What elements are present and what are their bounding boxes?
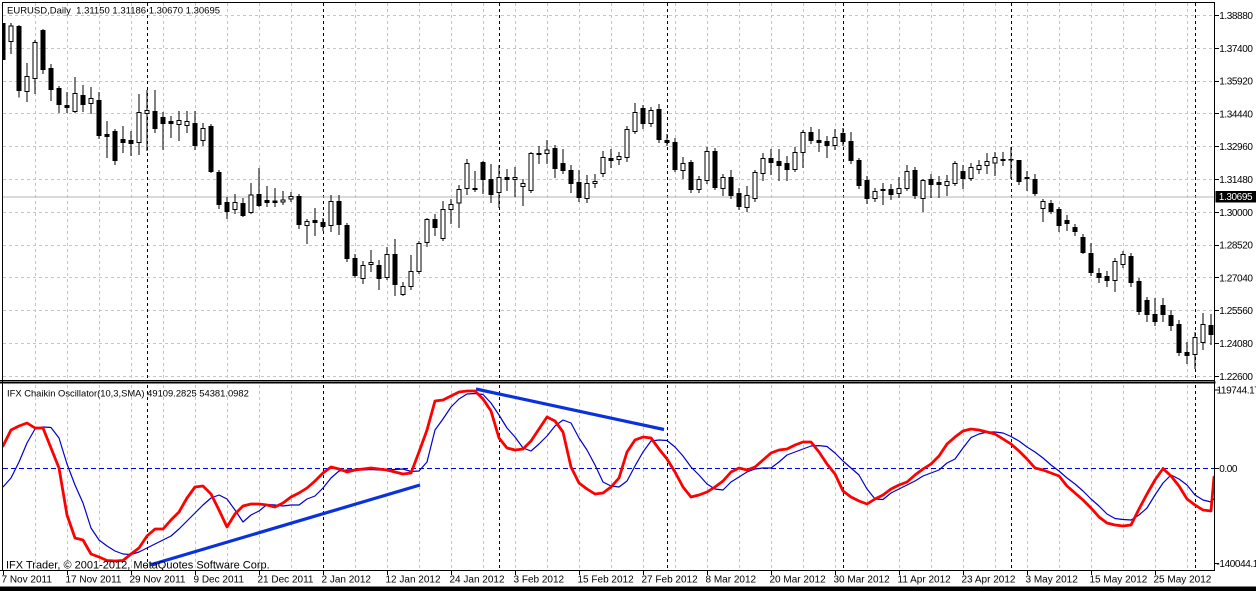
svg-text:1.22600: 1.22600 — [1219, 372, 1253, 383]
svg-text:17 Nov 2011: 17 Nov 2011 — [66, 575, 122, 586]
svg-text:1.32960: 1.32960 — [1219, 142, 1253, 153]
svg-text:8 Mar 2012: 8 Mar 2012 — [706, 575, 757, 586]
svg-text:1.30000: 1.30000 — [1219, 208, 1253, 219]
svg-text:9 Dec 2011: 9 Dec 2011 — [194, 575, 245, 586]
svg-text:0.00: 0.00 — [1219, 464, 1238, 475]
svg-text:119744.17: 119744.17 — [1217, 386, 1256, 397]
svg-text:12 Jan 2012: 12 Jan 2012 — [386, 575, 441, 586]
svg-text:2 Jan 2012: 2 Jan 2012 — [322, 575, 372, 586]
svg-text:29 Nov 2011: 29 Nov 2011 — [130, 575, 186, 586]
svg-text:21 Dec 2011: 21 Dec 2011 — [258, 575, 314, 586]
svg-text:15 Feb 2012: 15 Feb 2012 — [578, 575, 635, 586]
svg-text:1.31480: 1.31480 — [1219, 175, 1253, 186]
svg-text:3 Feb 2012: 3 Feb 2012 — [514, 575, 565, 586]
svg-text:-140044.17: -140044.17 — [1217, 559, 1256, 570]
svg-text:27 Feb 2012: 27 Feb 2012 — [642, 575, 699, 586]
svg-text:IFX Chaikin Oscillator(10,3,SM: IFX Chaikin Oscillator(10,3,SMA) 49109.2… — [7, 388, 249, 399]
svg-text:25 May 2012: 25 May 2012 — [1154, 575, 1212, 586]
svg-text:7 Nov 2011: 7 Nov 2011 — [2, 575, 53, 586]
svg-text:1.35920: 1.35920 — [1219, 77, 1253, 88]
svg-text:1.30695: 1.30695 — [1219, 192, 1253, 203]
svg-text:11 Apr 2012: 11 Apr 2012 — [898, 575, 952, 586]
svg-text:1.28520: 1.28520 — [1219, 241, 1253, 252]
svg-text:EURUSD,Daily 1.31150 1.31186: EURUSD,Daily 1.31150 1.31186 1.30670 1.3… — [7, 6, 220, 17]
svg-text:1.27040: 1.27040 — [1219, 273, 1253, 284]
svg-text:1.25560: 1.25560 — [1219, 306, 1253, 317]
svg-text:20 Mar 2012: 20 Mar 2012 — [770, 575, 827, 586]
svg-text:24 Jan 2012: 24 Jan 2012 — [450, 575, 505, 586]
svg-text:1.34440: 1.34440 — [1219, 109, 1253, 120]
svg-text:1.38880: 1.38880 — [1219, 11, 1253, 22]
svg-text:1.24080: 1.24080 — [1219, 339, 1253, 350]
svg-text:23 Apr 2012: 23 Apr 2012 — [962, 575, 1016, 586]
svg-text:15 May 2012: 15 May 2012 — [1090, 575, 1148, 586]
svg-text:3 May 2012: 3 May 2012 — [1026, 575, 1079, 586]
svg-text:1.37400: 1.37400 — [1219, 44, 1253, 55]
svg-text:30 Mar 2012: 30 Mar 2012 — [834, 575, 891, 586]
svg-text:IFX Trader, © 2001-2012, MetaQ: IFX Trader, © 2001-2012, MetaQuotes Soft… — [6, 560, 270, 572]
